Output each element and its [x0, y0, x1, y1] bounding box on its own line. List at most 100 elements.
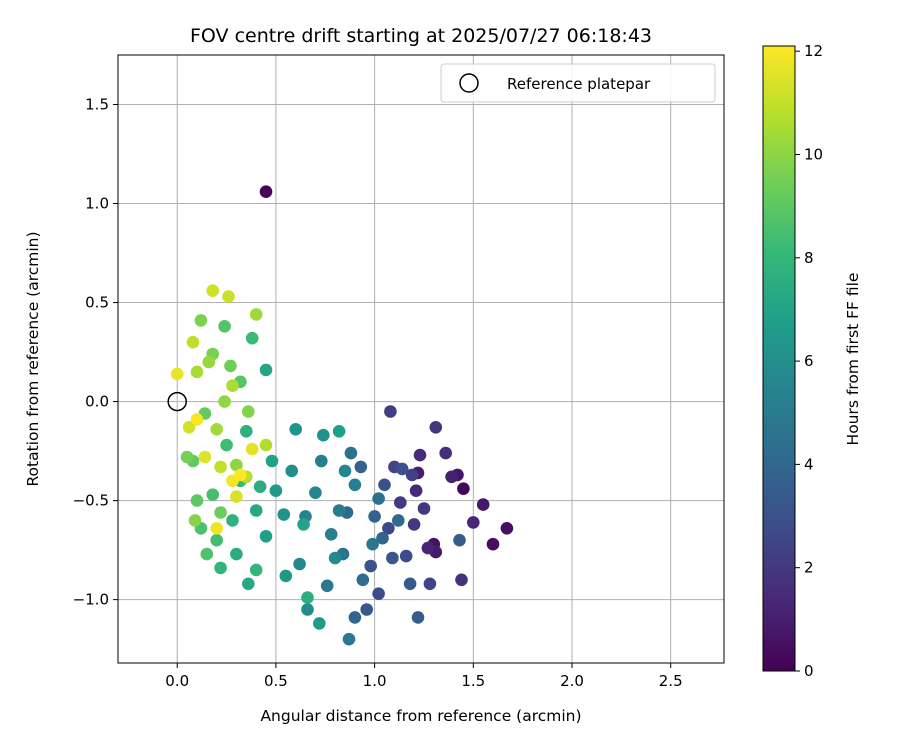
- data-point: [226, 514, 239, 527]
- data-point: [378, 478, 391, 492]
- data-point: [354, 460, 368, 474]
- colorbar-tick-label: 6: [804, 352, 814, 370]
- colorbar-tick-label: 10: [804, 145, 823, 163]
- data-point: [240, 425, 253, 438]
- grid-lines: [118, 55, 724, 663]
- legend: Reference platepar: [440, 63, 716, 103]
- colorbar-tick-label: 4: [804, 455, 814, 473]
- colorbar: 0 2 4 6 8 10 12 Hours from first FF file: [762, 42, 862, 680]
- data-point: [405, 468, 419, 482]
- data-point: [386, 551, 399, 565]
- data-point: [320, 579, 334, 593]
- data-point: [409, 484, 423, 498]
- data-point: [407, 518, 421, 531]
- x-axis-ticks: 0.0 0.5 1.0 1.5 2.0 2.5: [165, 663, 683, 690]
- y-tick-label: 0.5: [85, 294, 109, 312]
- data-point: [190, 365, 204, 379]
- data-point: [328, 551, 342, 565]
- data-point: [249, 308, 263, 321]
- data-point: [188, 514, 202, 527]
- y-tick-label: −1.0: [73, 591, 109, 609]
- x-axis-label: Angular distance from reference (arcmin): [260, 707, 581, 725]
- y-tick-label: 0.0: [85, 393, 109, 411]
- data-point: [344, 446, 358, 460]
- data-point: [392, 514, 405, 527]
- legend-label: Reference platepar: [507, 75, 651, 93]
- colorbar-gradient: [762, 45, 796, 672]
- colorbar-tick-label: 2: [804, 559, 814, 577]
- data-point: [411, 611, 425, 624]
- data-point: [249, 563, 263, 577]
- data-point: [214, 460, 227, 474]
- data-point: [220, 438, 233, 452]
- data-point: [429, 421, 443, 434]
- data-point: [265, 454, 279, 468]
- data-point: [206, 488, 219, 502]
- data-point: [210, 533, 223, 547]
- data-point: [348, 611, 362, 624]
- data-point: [230, 490, 243, 503]
- data-point: [259, 185, 273, 198]
- data-point: [186, 335, 200, 349]
- data-point: [242, 405, 255, 418]
- y-tick-label: −0.5: [73, 492, 109, 510]
- legend-box: [440, 63, 716, 103]
- x-tick-label: 0.0: [165, 672, 189, 690]
- y-axis-label: Rotation from reference (arcmin): [24, 231, 42, 486]
- data-point: [180, 450, 194, 464]
- y-tick-label: 1.5: [85, 96, 109, 114]
- data-point: [467, 516, 480, 529]
- colorbar-label: Hours from first FF file: [844, 273, 862, 446]
- data-point: [230, 458, 243, 472]
- data-point: [182, 421, 196, 434]
- data-point: [417, 502, 431, 515]
- data-point: [293, 557, 306, 571]
- data-point: [455, 573, 468, 587]
- data-point: [170, 367, 184, 381]
- y-axis-ticks: −1.0 −0.5 0.0 0.5 1.0 1.5: [73, 96, 118, 609]
- data-point: [360, 603, 374, 616]
- data-point: [285, 464, 299, 478]
- data-point: [445, 470, 458, 484]
- data-point: [457, 482, 470, 496]
- data-point: [269, 484, 283, 498]
- data-point: [338, 464, 352, 478]
- data-point: [366, 537, 379, 551]
- data-point: [324, 528, 338, 541]
- data-point: [190, 413, 204, 426]
- data-point: [202, 355, 216, 369]
- data-point: [476, 498, 490, 511]
- data-point: [210, 522, 223, 535]
- data-point: [317, 428, 330, 442]
- data-point: [200, 547, 214, 561]
- data-point: [234, 468, 247, 482]
- data-point: [399, 549, 413, 563]
- y-tick-label: 1.0: [85, 195, 109, 213]
- data-point: [403, 577, 417, 591]
- data-point: [313, 617, 326, 630]
- data-point: [279, 569, 293, 583]
- data-point: [206, 284, 219, 298]
- data-point: [315, 454, 328, 468]
- data-point: [395, 462, 409, 476]
- data-point: [242, 577, 255, 591]
- chart-title: FOV centre drift starting at 2025/07/27 …: [190, 25, 652, 47]
- data-point: [222, 290, 235, 303]
- data-point: [394, 496, 407, 509]
- data-point: [348, 478, 362, 492]
- data-points: [170, 185, 514, 646]
- colorbar-tick-label: 12: [804, 42, 823, 60]
- colorbar-tick-label: 8: [804, 249, 814, 267]
- data-point: [301, 603, 314, 616]
- data-point: [245, 442, 259, 456]
- data-point: [289, 423, 303, 436]
- x-tick-label: 1.5: [461, 672, 485, 690]
- data-point: [342, 632, 356, 646]
- data-point: [277, 508, 291, 521]
- data-point: [194, 314, 208, 327]
- x-tick-label: 1.0: [363, 672, 387, 690]
- data-point: [259, 363, 273, 377]
- data-point: [384, 405, 397, 418]
- data-point: [297, 518, 310, 531]
- data-point: [453, 533, 466, 547]
